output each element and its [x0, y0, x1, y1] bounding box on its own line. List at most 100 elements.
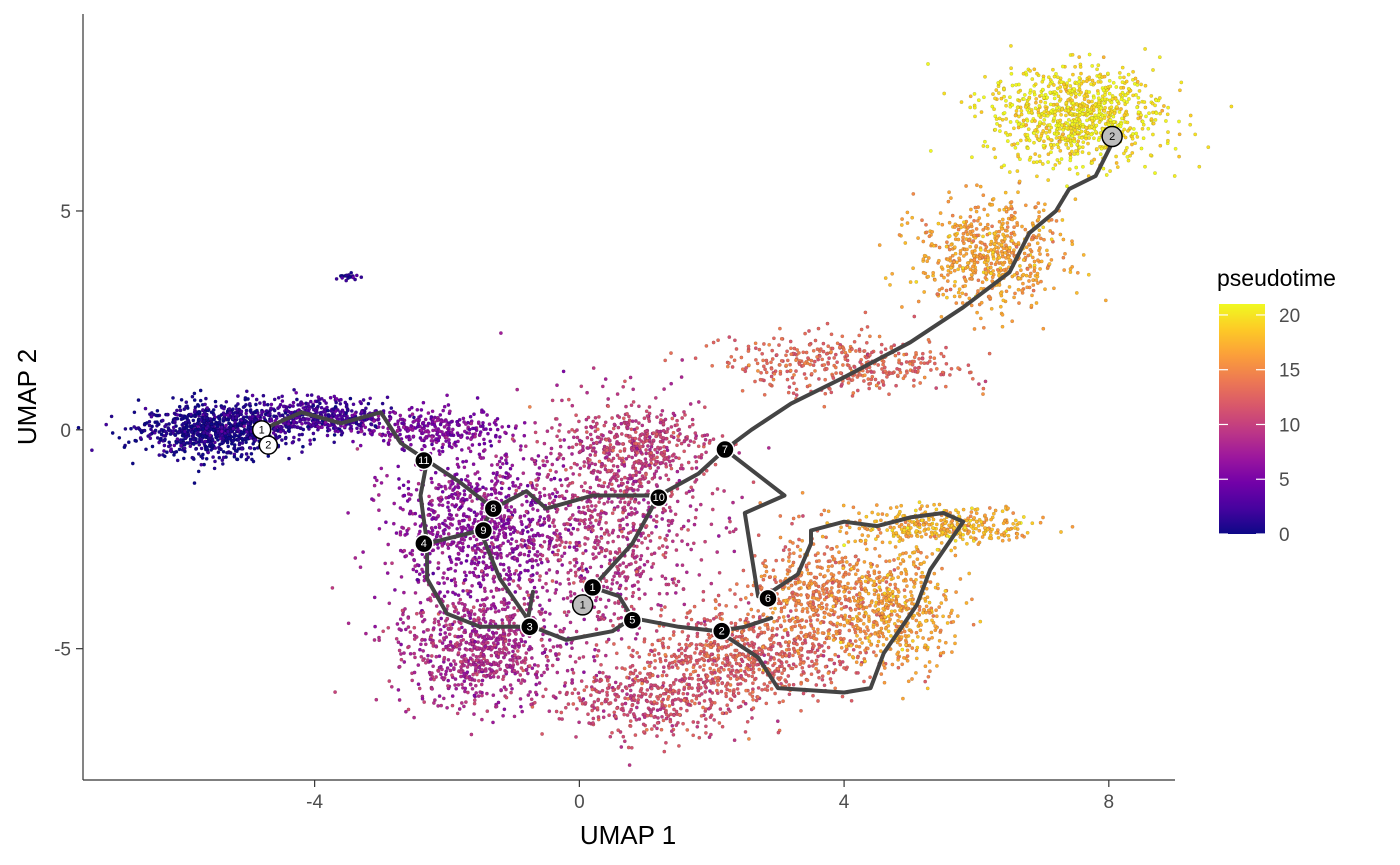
cell-point [564, 613, 569, 618]
cell-point [376, 417, 381, 422]
cell-point [506, 617, 510, 622]
cell-point [477, 665, 482, 670]
cell-point [196, 452, 201, 456]
cell-point [498, 435, 502, 439]
cell-point [462, 663, 466, 668]
cell-point [837, 659, 842, 664]
cell-point [441, 575, 445, 580]
cell-point [603, 554, 607, 559]
cell-point [622, 712, 627, 717]
cell-point [462, 679, 467, 684]
cell-point [495, 537, 500, 542]
cell-point [212, 417, 216, 422]
cell-point [499, 688, 503, 692]
cell-point [642, 562, 647, 567]
cell-point [674, 583, 679, 588]
cell-point [479, 510, 483, 514]
cell-point [413, 426, 418, 430]
cell-point [431, 664, 435, 669]
cell-point [496, 655, 501, 660]
cell-point [236, 394, 240, 398]
cell-point [448, 409, 452, 414]
cell-point [526, 593, 531, 598]
cell-point [535, 508, 540, 513]
cell-point [535, 595, 540, 600]
cell-point [693, 651, 697, 655]
cell-point [515, 670, 520, 675]
cell-point [376, 493, 381, 497]
cell-point [148, 436, 153, 441]
cell-point [424, 435, 429, 440]
cell-point [260, 410, 264, 414]
cell-point [494, 588, 499, 592]
cell-point [364, 406, 368, 411]
cell-point [554, 528, 559, 533]
cell-point [644, 727, 649, 732]
cell-point [468, 414, 473, 419]
cell-point [178, 438, 183, 442]
cell-point [518, 531, 523, 535]
cell-point [438, 627, 443, 632]
cell-point [245, 437, 250, 441]
cell-point [624, 564, 629, 569]
cell-point [372, 419, 376, 423]
cell-point [597, 539, 601, 544]
cell-point [440, 521, 445, 526]
cell-point [277, 405, 282, 409]
cell-point [126, 440, 131, 445]
cell-point [171, 425, 176, 430]
cell-point [491, 545, 496, 550]
cell-point [631, 696, 636, 701]
cell-point [454, 513, 459, 518]
cell-point [731, 529, 736, 534]
cell-point [446, 546, 451, 551]
cell-point [402, 448, 407, 453]
cell-point [695, 724, 700, 729]
cell-point [284, 424, 289, 429]
cell-point [513, 653, 517, 657]
cell-point [574, 442, 579, 447]
cell-point [243, 418, 248, 423]
cell-point [431, 548, 436, 553]
cell-point [508, 572, 513, 577]
cell-point [631, 482, 635, 486]
cell-point [669, 381, 674, 386]
cell-point [534, 487, 538, 492]
cell-point [90, 448, 94, 453]
cell-point [545, 429, 550, 434]
cell-point [702, 663, 706, 668]
cell-point [751, 697, 755, 702]
cell-point [480, 506, 484, 511]
cell-point [401, 421, 405, 425]
cell-point [453, 569, 458, 573]
cell-point [605, 678, 610, 683]
cell-point [448, 622, 452, 627]
cell-point [158, 437, 163, 442]
cell-point [372, 483, 377, 488]
cell-point [508, 551, 512, 556]
cell-point [609, 482, 614, 487]
cell-point [732, 549, 737, 554]
cell-point [757, 667, 762, 672]
cell-point [724, 526, 729, 530]
cell-point [502, 597, 506, 601]
cell-point [514, 424, 518, 428]
cell-point [432, 423, 437, 427]
cell-point [646, 533, 651, 538]
cell-point [593, 504, 598, 508]
cell-point [544, 571, 549, 575]
cell-point [529, 573, 534, 578]
cell-point [342, 424, 347, 429]
cell-point [633, 479, 638, 484]
cell-point [522, 596, 527, 601]
cell-point [446, 495, 451, 500]
cell-point [445, 604, 450, 608]
cell-point [497, 491, 502, 495]
cell-point [675, 533, 679, 537]
cell-point [436, 566, 441, 570]
cell-point [670, 492, 674, 497]
cell-point [674, 548, 679, 552]
cell-point [645, 688, 650, 692]
cell-point [483, 644, 488, 649]
cell-point [437, 503, 442, 507]
